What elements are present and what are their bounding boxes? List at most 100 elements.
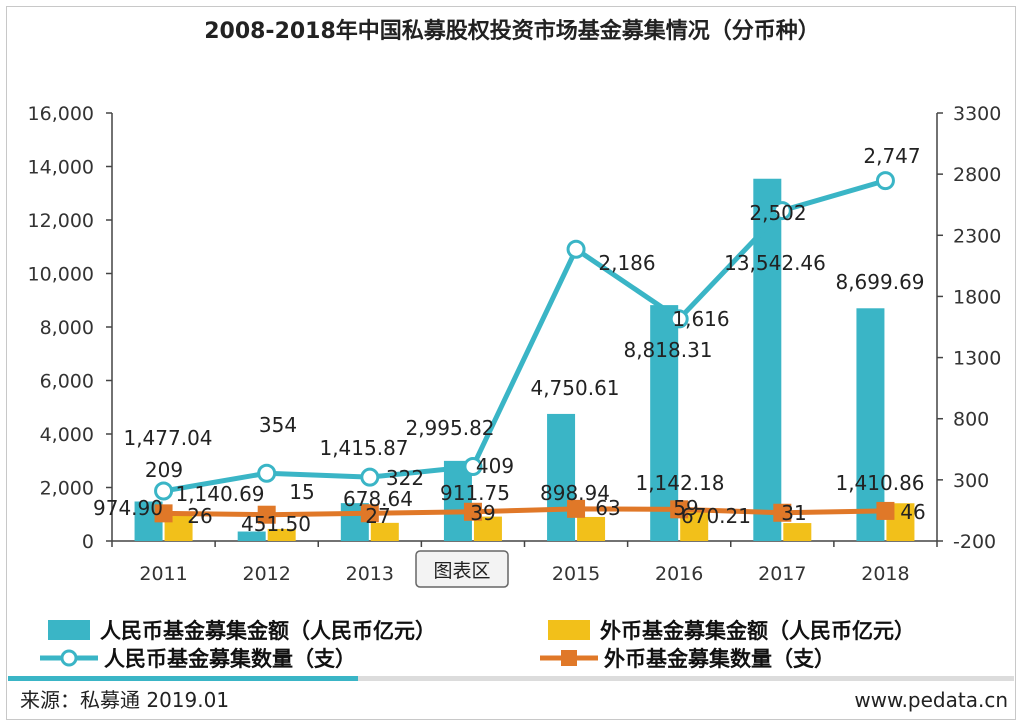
label-rmb-amount: 354 [259, 413, 297, 437]
y-left-tick-label: 16,000 [28, 103, 94, 125]
x-tick-label: 2016 [655, 563, 703, 585]
marker-rmb-count [669, 309, 689, 329]
legend-label-fx-count: 外币基金募集数量（支） [604, 647, 835, 671]
label-rmb-count: 2,747 [863, 144, 920, 168]
label-fx-amount: 678.64 [343, 487, 413, 511]
label-rmb-amount: 4,750.61 [530, 376, 619, 400]
x-tick-label: 2011 [139, 563, 187, 585]
label-fx-amount: 670.21 [681, 504, 751, 528]
label-rmb-count: 409 [476, 454, 514, 478]
y-right-tick-label: 300 [953, 470, 989, 492]
chart-frame [6, 6, 1016, 720]
bar-rmb-amount [237, 531, 266, 541]
label-rmb-amount: 1,415.87 [319, 436, 408, 460]
label-rmb-count: 2,186 [598, 251, 655, 275]
bar-fx-amount [267, 528, 296, 541]
axes: 02,0004,0006,0008,00010,00012,00014,0001… [28, 103, 1002, 585]
legend-swatch-fx-amount [548, 620, 590, 640]
label-fx-count: 46 [900, 500, 925, 524]
y-right-tick-label: 1800 [953, 286, 1001, 308]
y-right-tick-label: 2300 [953, 225, 1001, 247]
y-right-tick-label: 800 [953, 409, 989, 431]
marker-fx-count [567, 499, 586, 518]
x-tick-label: 2015 [552, 563, 600, 585]
y-left-tick-label: 4,000 [40, 424, 94, 446]
marker-rmb-count [566, 239, 586, 259]
data-labels-layer: 1,477.04 354 1,415.872,995.82 4,750.618,818… [93, 144, 926, 536]
marker-fx-count [670, 500, 689, 519]
y-left-tick-label: 10,000 [28, 264, 94, 286]
bar-rmb-amount [547, 413, 576, 541]
y-left-tick-label: 0 [82, 531, 94, 553]
label-fx-count: 31 [781, 501, 806, 525]
marker-rmb-count [772, 201, 792, 221]
label-fx-amount: 911.75 [440, 481, 510, 505]
lines-layer [154, 171, 895, 524]
label-fx-amount: 898.94 [540, 481, 610, 505]
y-right-tick-label: 1300 [953, 348, 1001, 370]
chart-area-tooltip: 图表区 [415, 550, 509, 588]
bar-fx-amount [577, 516, 606, 541]
legend: 人民币基金募集金额（人民币亿元） 外币基金募集金额（人民币亿元） 人民币基金募集… [40, 619, 915, 671]
y-left-tick-label: 8,000 [40, 317, 94, 339]
bar-fx-amount [370, 522, 399, 541]
label-rmb-count: 2,502 [749, 201, 806, 225]
label-rmb-count: 1,140.69 [175, 482, 264, 506]
y-right-tick-label: 2800 [953, 164, 1001, 186]
y-left-tick-label: 14,000 [28, 157, 94, 179]
label-fx-count: 27 [365, 504, 390, 528]
chart-title: 2008-2018年中国私募股权投资市场基金募集情况（分币种） [204, 18, 820, 44]
label-fx-amount: 451.50 [241, 512, 311, 536]
label-rmb-amount: 13,542.46 [724, 251, 826, 275]
y-right-tick-label: 3300 [953, 103, 1001, 125]
line-rmb-count [163, 178, 887, 494]
legend-label-rmb-count: 人民币基金募集数量（支） [104, 647, 356, 671]
bars-layer [134, 178, 915, 541]
label-rmb-amount: 1,477.04 [123, 426, 212, 450]
tooltip-text: 图表区 [433, 560, 490, 582]
y-right-tick-label: -200 [953, 531, 996, 553]
marker-fx-count [360, 504, 379, 523]
footer-source: 来源：私募通 2019.01 [20, 688, 229, 712]
marker-rmb-count [257, 463, 277, 483]
x-tick-label: 2012 [243, 563, 291, 585]
y-left-tick-label: 6,000 [40, 371, 94, 393]
label-fx-amount: 974.90 [93, 496, 163, 520]
marker-rmb-count [360, 467, 380, 487]
label-rmb-amount: 2,995.82 [405, 416, 494, 440]
footer-website: www.pedata.cn [854, 688, 1008, 712]
legend-marker-fx-count [561, 650, 577, 666]
label-rmb-amount: 8,699.69 [835, 270, 924, 294]
footer-accent-bar [8, 676, 358, 681]
legend-swatch-rmb-amount [48, 620, 90, 640]
legend-label-rmb-amount: 人民币基金募集金额（人民币亿元） [100, 619, 436, 643]
marker-fx-count [154, 504, 173, 523]
y-left-tick-label: 12,000 [28, 210, 94, 232]
x-tick-label: 2018 [861, 563, 909, 585]
legend-marker-rmb-count [60, 649, 78, 667]
bar-fx-amount [783, 523, 812, 541]
footer-divider [358, 676, 1014, 681]
label-rmb-count: 1,616 [672, 307, 729, 331]
label-rmb-count: 322 [386, 466, 424, 490]
marker-fx-count [463, 502, 482, 521]
label-fx-count: 15 [289, 480, 314, 504]
label-fx-count: 63 [595, 496, 620, 520]
marker-rmb-count [875, 171, 895, 191]
x-tick-label: 2017 [758, 563, 806, 585]
label-fx-count: 26 [187, 504, 212, 528]
marker-rmb-count [154, 481, 174, 501]
bar-rmb-amount [443, 460, 472, 541]
y-left-tick-label: 2,000 [40, 478, 94, 500]
marker-rmb-count [463, 457, 483, 477]
label-fx-count: 39 [470, 501, 495, 525]
line-fx-count [163, 506, 886, 518]
marker-fx-count [773, 503, 792, 522]
label-fx-amount: 1,410.86 [835, 471, 924, 495]
label-fx-amount: 1,142.18 [635, 471, 724, 495]
x-tick-label: 2013 [346, 563, 394, 585]
label-rmb-amount: 8,818.31 [623, 338, 712, 362]
label-rmb-count: 209 [145, 458, 183, 482]
label-fx-count: 59 [673, 496, 698, 520]
